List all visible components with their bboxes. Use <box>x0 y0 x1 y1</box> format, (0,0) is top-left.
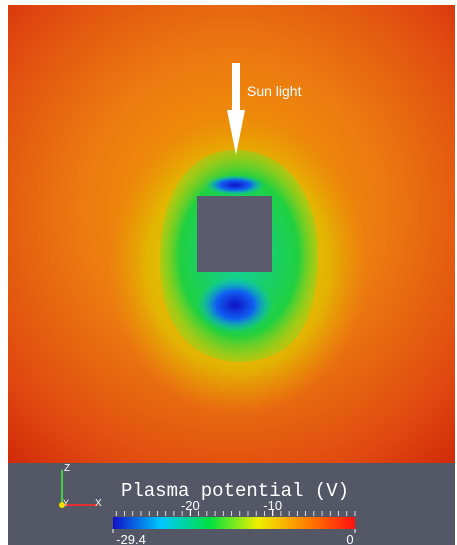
render-view: Sun light <box>8 5 455 463</box>
annotation: Sun light <box>247 83 302 99</box>
axis-label: Z <box>64 463 70 474</box>
y-axis <box>59 502 65 508</box>
colorbar: Plasma potential (V) -20 -10 -29.4 0 <box>112 480 356 545</box>
range-label: 0 <box>346 532 353 545</box>
axis-label: X <box>95 498 102 509</box>
colorbar-title: Plasma potential (V) <box>121 480 349 502</box>
field-wake-top <box>205 175 265 195</box>
tick-label: -20 <box>181 498 200 513</box>
sun-arrow <box>227 63 245 155</box>
field-wake <box>197 277 273 333</box>
colorbar-gradient <box>113 517 355 529</box>
spacecraft <box>197 196 272 272</box>
tick-label: -10 <box>263 498 282 513</box>
axes-triad: Z Y X <box>59 463 102 509</box>
range-label: -29.4 <box>116 532 146 545</box>
axis-label: Y <box>63 498 69 508</box>
